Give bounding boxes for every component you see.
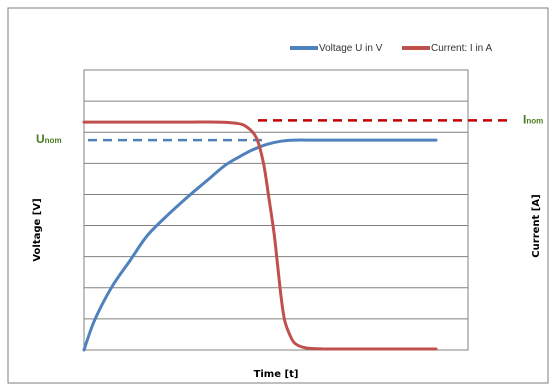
series-line-current bbox=[82, 120, 438, 351]
chart-border bbox=[7, 7, 549, 384]
series-line-voltage bbox=[82, 138, 438, 352]
inom-label-sub: nom bbox=[526, 116, 543, 125]
x-axis-title: Time [t] bbox=[254, 369, 299, 380]
reference-lines bbox=[88, 119, 512, 142]
y2-axis-title: Current [A] bbox=[531, 194, 542, 257]
inom-label: Inom bbox=[523, 112, 543, 126]
legend-label-current: Current: I in A bbox=[431, 43, 492, 54]
plot-frame bbox=[83, 69, 469, 351]
series-layer bbox=[82, 120, 438, 352]
reference-labels: Unom Inom bbox=[36, 112, 543, 146]
legend: Voltage U in V Current: I in A bbox=[290, 43, 492, 54]
legend-label-voltage: Voltage U in V bbox=[319, 43, 383, 54]
unom-label-sub: nom bbox=[45, 136, 62, 145]
gridlines bbox=[84, 100, 468, 320]
plot-area bbox=[82, 69, 512, 352]
y-axis-title: Voltage [V] bbox=[32, 198, 43, 261]
unom-label: Unom bbox=[36, 132, 62, 146]
